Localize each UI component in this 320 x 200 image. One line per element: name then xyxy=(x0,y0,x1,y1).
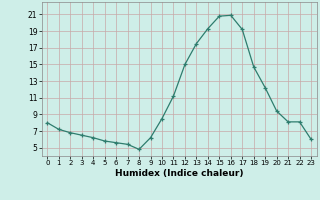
X-axis label: Humidex (Indice chaleur): Humidex (Indice chaleur) xyxy=(115,169,244,178)
